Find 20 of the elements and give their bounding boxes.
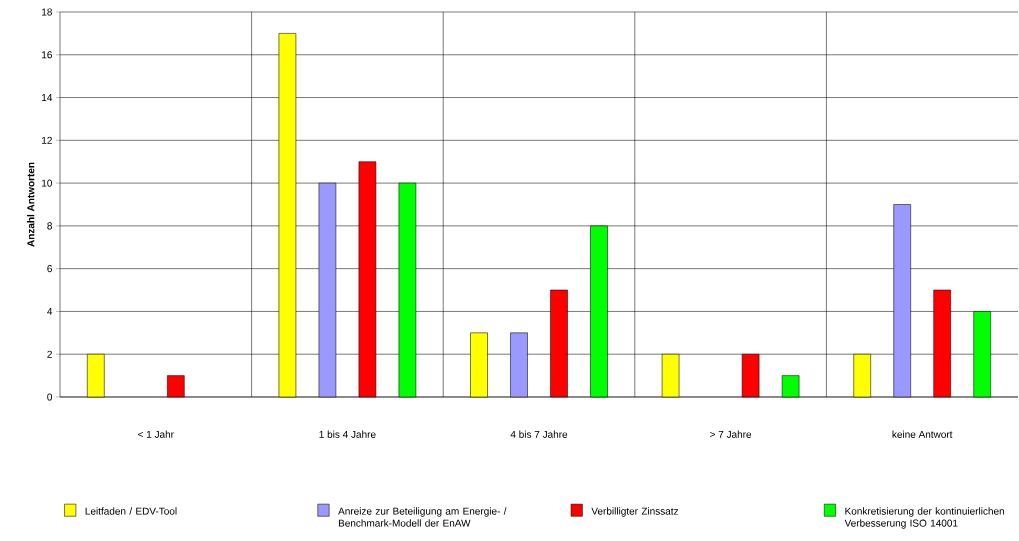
y-tick-label: 18	[42, 8, 52, 16]
x-tick-label: > 7 Jahre	[710, 430, 752, 438]
y-tick-label: 2	[47, 350, 52, 358]
y-tick-label: 12	[42, 136, 52, 144]
x-tick-label: keine Antwort	[892, 430, 953, 438]
legend-label: Leitfaden / EDV-Tool	[85, 507, 177, 515]
y-tick-label: 14	[42, 94, 53, 101]
legend-label: Verbilligter Zinssatz	[591, 507, 679, 517]
y-tick-label: 8	[47, 222, 52, 230]
x-tick-label: 1 bis 4 Jahre	[319, 430, 376, 438]
legend-label: Konkretisierung der kontinuierlichen Verbesserung ISO 14001	[844, 507, 1004, 529]
y-tick-label: 16	[42, 51, 52, 59]
y-tick-label: 4	[47, 307, 53, 315]
x-tick-label: 4 bis 7 Jahre	[510, 430, 568, 438]
legend-label: Anreize zur Beteiligung am Energie- / Benchmark-Modell der EnAW	[338, 507, 507, 527]
x-tick-label: < 1 Jahr	[138, 430, 174, 438]
y-tick-label: 10	[42, 179, 53, 187]
y-tick-label: 6	[47, 265, 52, 273]
y-tick-label: 0	[47, 393, 53, 401]
y-axis-title: Anzahl Antworten	[27, 162, 35, 247]
